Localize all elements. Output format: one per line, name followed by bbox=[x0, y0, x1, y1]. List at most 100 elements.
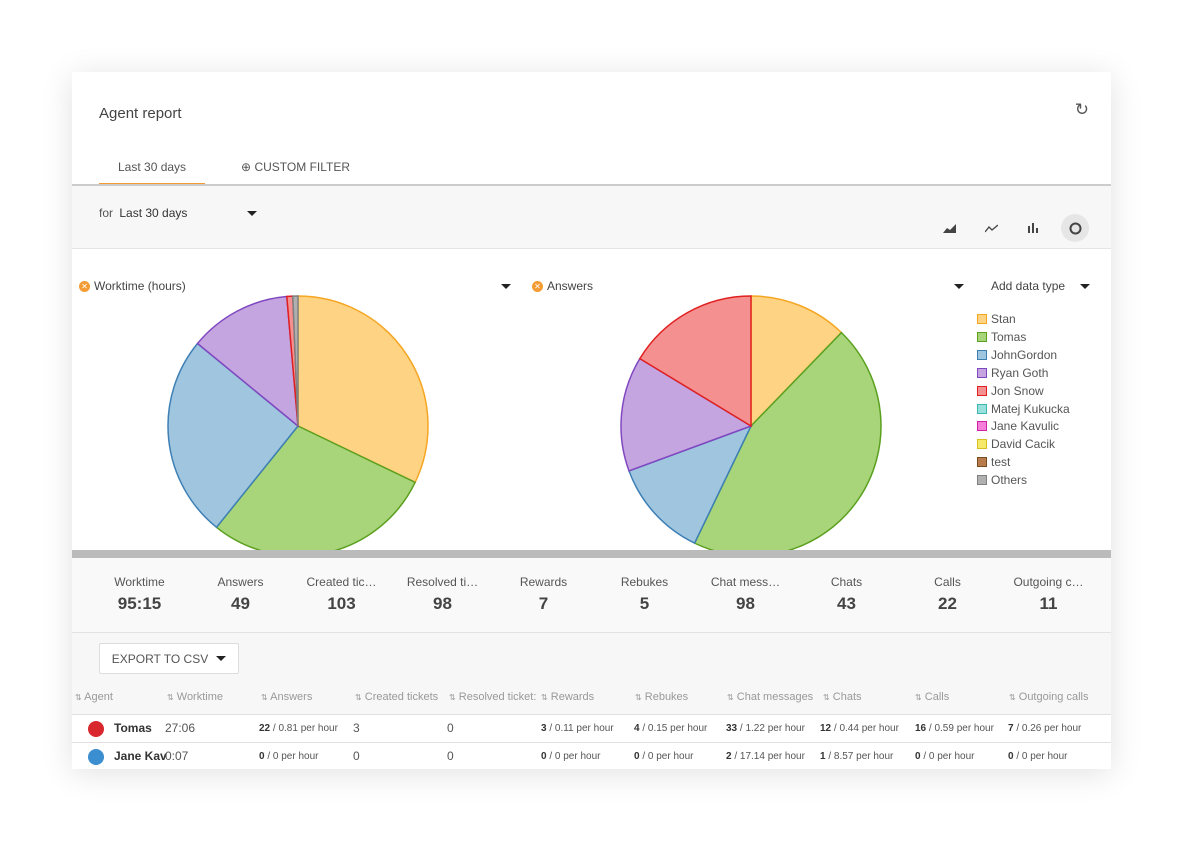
table-row[interactable]: Tomas 27:06 22 / 0.81 per hour 3 0 3 / 0… bbox=[72, 714, 1111, 742]
table-row[interactable]: Jane Kav 0:07 0 / 0 per hour 0 0 0 / 0 p… bbox=[72, 742, 1111, 769]
chart-title: Worktime (hours) bbox=[94, 279, 186, 293]
per-hour-cell: 0 / 0 per hour bbox=[915, 751, 975, 762]
legend-swatch bbox=[977, 403, 987, 414]
area-chart-icon[interactable] bbox=[935, 214, 963, 242]
pie-slice-ryan-goth[interactable] bbox=[196, 295, 299, 428]
legend-swatch bbox=[977, 457, 987, 468]
per-hour-cell: 0 / 0 per hour bbox=[634, 751, 694, 762]
legend-label: Jane Kavulic bbox=[991, 419, 1060, 434]
pie-slice-johngordon[interactable] bbox=[167, 342, 300, 529]
chart-legend: Stan Tomas JohnGordon Ryan Goth Jon Snow Mate… bbox=[977, 311, 1070, 490]
chevron-down-icon[interactable] bbox=[501, 283, 511, 289]
resize-handle[interactable] bbox=[72, 550, 1111, 558]
legend-label: Matej Kukucka bbox=[991, 401, 1070, 416]
stat-item: Chats 43 bbox=[796, 558, 897, 632]
legend-item[interactable]: Tomas bbox=[977, 329, 1070, 347]
tab-custom-filter[interactable]: ⊕ CUSTOM FILTER bbox=[241, 158, 350, 186]
stat-label: Created tic… bbox=[306, 575, 377, 589]
per-hour-cell: 16 / 0.59 per hour bbox=[915, 723, 994, 734]
column-header[interactable]: ⇅ Chats bbox=[823, 691, 862, 703]
agent-name: Jane Kav bbox=[114, 749, 167, 763]
add-data-type-select[interactable]: Add data type bbox=[991, 279, 1090, 293]
agent-name: Tomas bbox=[114, 721, 152, 735]
column-header[interactable]: ⇅ Rewards bbox=[541, 691, 595, 703]
per-hour-cell: 33 / 1.22 per hour bbox=[726, 723, 805, 734]
sort-icon: ⇅ bbox=[355, 693, 362, 702]
sort-icon: ⇅ bbox=[727, 693, 734, 702]
stat-value: 103 bbox=[327, 594, 356, 613]
stat-value: 43 bbox=[837, 594, 856, 613]
chart-title: Answers bbox=[547, 279, 594, 293]
legend-label: David Cacik bbox=[991, 437, 1056, 452]
stat-item: Outgoing c… 11 bbox=[998, 558, 1099, 632]
column-header[interactable]: ⇅ Created tickets bbox=[355, 691, 439, 703]
period-value: Last 30 days bbox=[119, 206, 188, 220]
column-header[interactable]: ⇅ Calls bbox=[915, 691, 950, 703]
stat-label: Answers bbox=[217, 575, 264, 589]
stat-label: Calls bbox=[934, 575, 961, 589]
stat-value: 5 bbox=[639, 594, 650, 613]
legend-item[interactable]: Stan bbox=[977, 311, 1070, 329]
period-select[interactable]: for Last 30 days bbox=[99, 206, 258, 220]
remove-icon[interactable]: ✕ bbox=[532, 280, 543, 292]
created-cell: 0 bbox=[353, 749, 360, 763]
legend-item[interactable]: Matej Kukucka bbox=[977, 401, 1070, 419]
remove-icon[interactable]: ✕ bbox=[79, 280, 90, 292]
sort-icon: ⇅ bbox=[261, 693, 268, 702]
export-csv-button[interactable]: EXPORT TO CSV bbox=[99, 643, 239, 674]
legend-item[interactable]: Jane Kavulic bbox=[977, 418, 1070, 436]
pie-slice-stan[interactable] bbox=[297, 295, 429, 484]
column-header[interactable]: ⇅ Answers bbox=[261, 691, 313, 703]
refresh-icon[interactable]: ↻ bbox=[1074, 100, 1089, 119]
avatar bbox=[88, 721, 104, 737]
stat-value: 11 bbox=[1039, 594, 1058, 613]
sort-icon: ⇅ bbox=[823, 693, 830, 702]
column-header[interactable]: ⇅ Rebukes bbox=[635, 691, 689, 703]
stat-item: Worktime 95:15 bbox=[89, 558, 190, 632]
column-header[interactable]: ⇅ Agent bbox=[75, 691, 113, 703]
legend-label: Tomas bbox=[991, 329, 1027, 344]
legend-item[interactable]: Others bbox=[977, 472, 1070, 490]
legend-item[interactable]: test bbox=[977, 454, 1070, 472]
pie-slice-tomas[interactable] bbox=[215, 425, 417, 550]
stat-label: Resolved ti… bbox=[406, 575, 479, 589]
sort-icon: ⇅ bbox=[915, 693, 922, 702]
resolved-cell: 0 bbox=[447, 721, 454, 735]
pie-slice-tomas[interactable] bbox=[693, 331, 882, 550]
stat-value: 95:15 bbox=[117, 594, 162, 613]
stat-label: Worktime bbox=[114, 575, 165, 589]
pie-slice-johngordon[interactable] bbox=[628, 424, 753, 545]
legend-item[interactable]: JohnGordon bbox=[977, 347, 1070, 365]
sort-icon: ⇅ bbox=[75, 693, 82, 702]
stat-value: 98 bbox=[736, 594, 755, 613]
worktime-cell: 0:07 bbox=[165, 749, 189, 763]
sort-icon: ⇅ bbox=[167, 693, 174, 702]
pie-chart-icon[interactable] bbox=[1061, 214, 1089, 242]
column-header[interactable]: ⇅ Resolved ticket: bbox=[449, 691, 537, 703]
pie-slice-jon-snow[interactable] bbox=[638, 295, 752, 428]
pie-slice-others[interactable] bbox=[292, 295, 299, 427]
answers-chart-header: ✕ Answers bbox=[532, 279, 964, 293]
chevron-down-icon[interactable] bbox=[954, 283, 964, 289]
column-header[interactable]: ⇅ Worktime bbox=[167, 691, 224, 703]
avatar bbox=[88, 749, 104, 765]
legend-item[interactable]: Jon Snow bbox=[977, 383, 1070, 401]
bar-chart-icon[interactable] bbox=[1019, 214, 1047, 242]
legend-item[interactable]: David Cacik bbox=[977, 436, 1070, 454]
stat-item: Rebukes 5 bbox=[594, 558, 695, 632]
plus-circle-icon: ⊕ bbox=[241, 160, 252, 174]
export-label: EXPORT TO CSV bbox=[111, 651, 209, 666]
for-label: for bbox=[99, 206, 114, 220]
legend-swatch bbox=[977, 349, 987, 360]
pie-slice-ryan-goth[interactable] bbox=[620, 357, 753, 472]
column-header[interactable]: ⇅ Chat messages bbox=[727, 691, 814, 703]
per-hour-cell: 3 / 0.11 per hour bbox=[541, 723, 614, 734]
legend-item[interactable]: Ryan Goth bbox=[977, 365, 1070, 383]
legend-swatch bbox=[977, 421, 987, 432]
pie-slice-stan[interactable] bbox=[750, 295, 843, 428]
stat-item: Calls 22 bbox=[897, 558, 998, 632]
line-chart-icon[interactable] bbox=[977, 214, 1005, 242]
per-hour-cell: 12 / 0.44 per hour bbox=[820, 723, 899, 734]
stat-value: 98 bbox=[433, 594, 452, 613]
column-header[interactable]: ⇅ Outgoing calls bbox=[1009, 691, 1089, 703]
